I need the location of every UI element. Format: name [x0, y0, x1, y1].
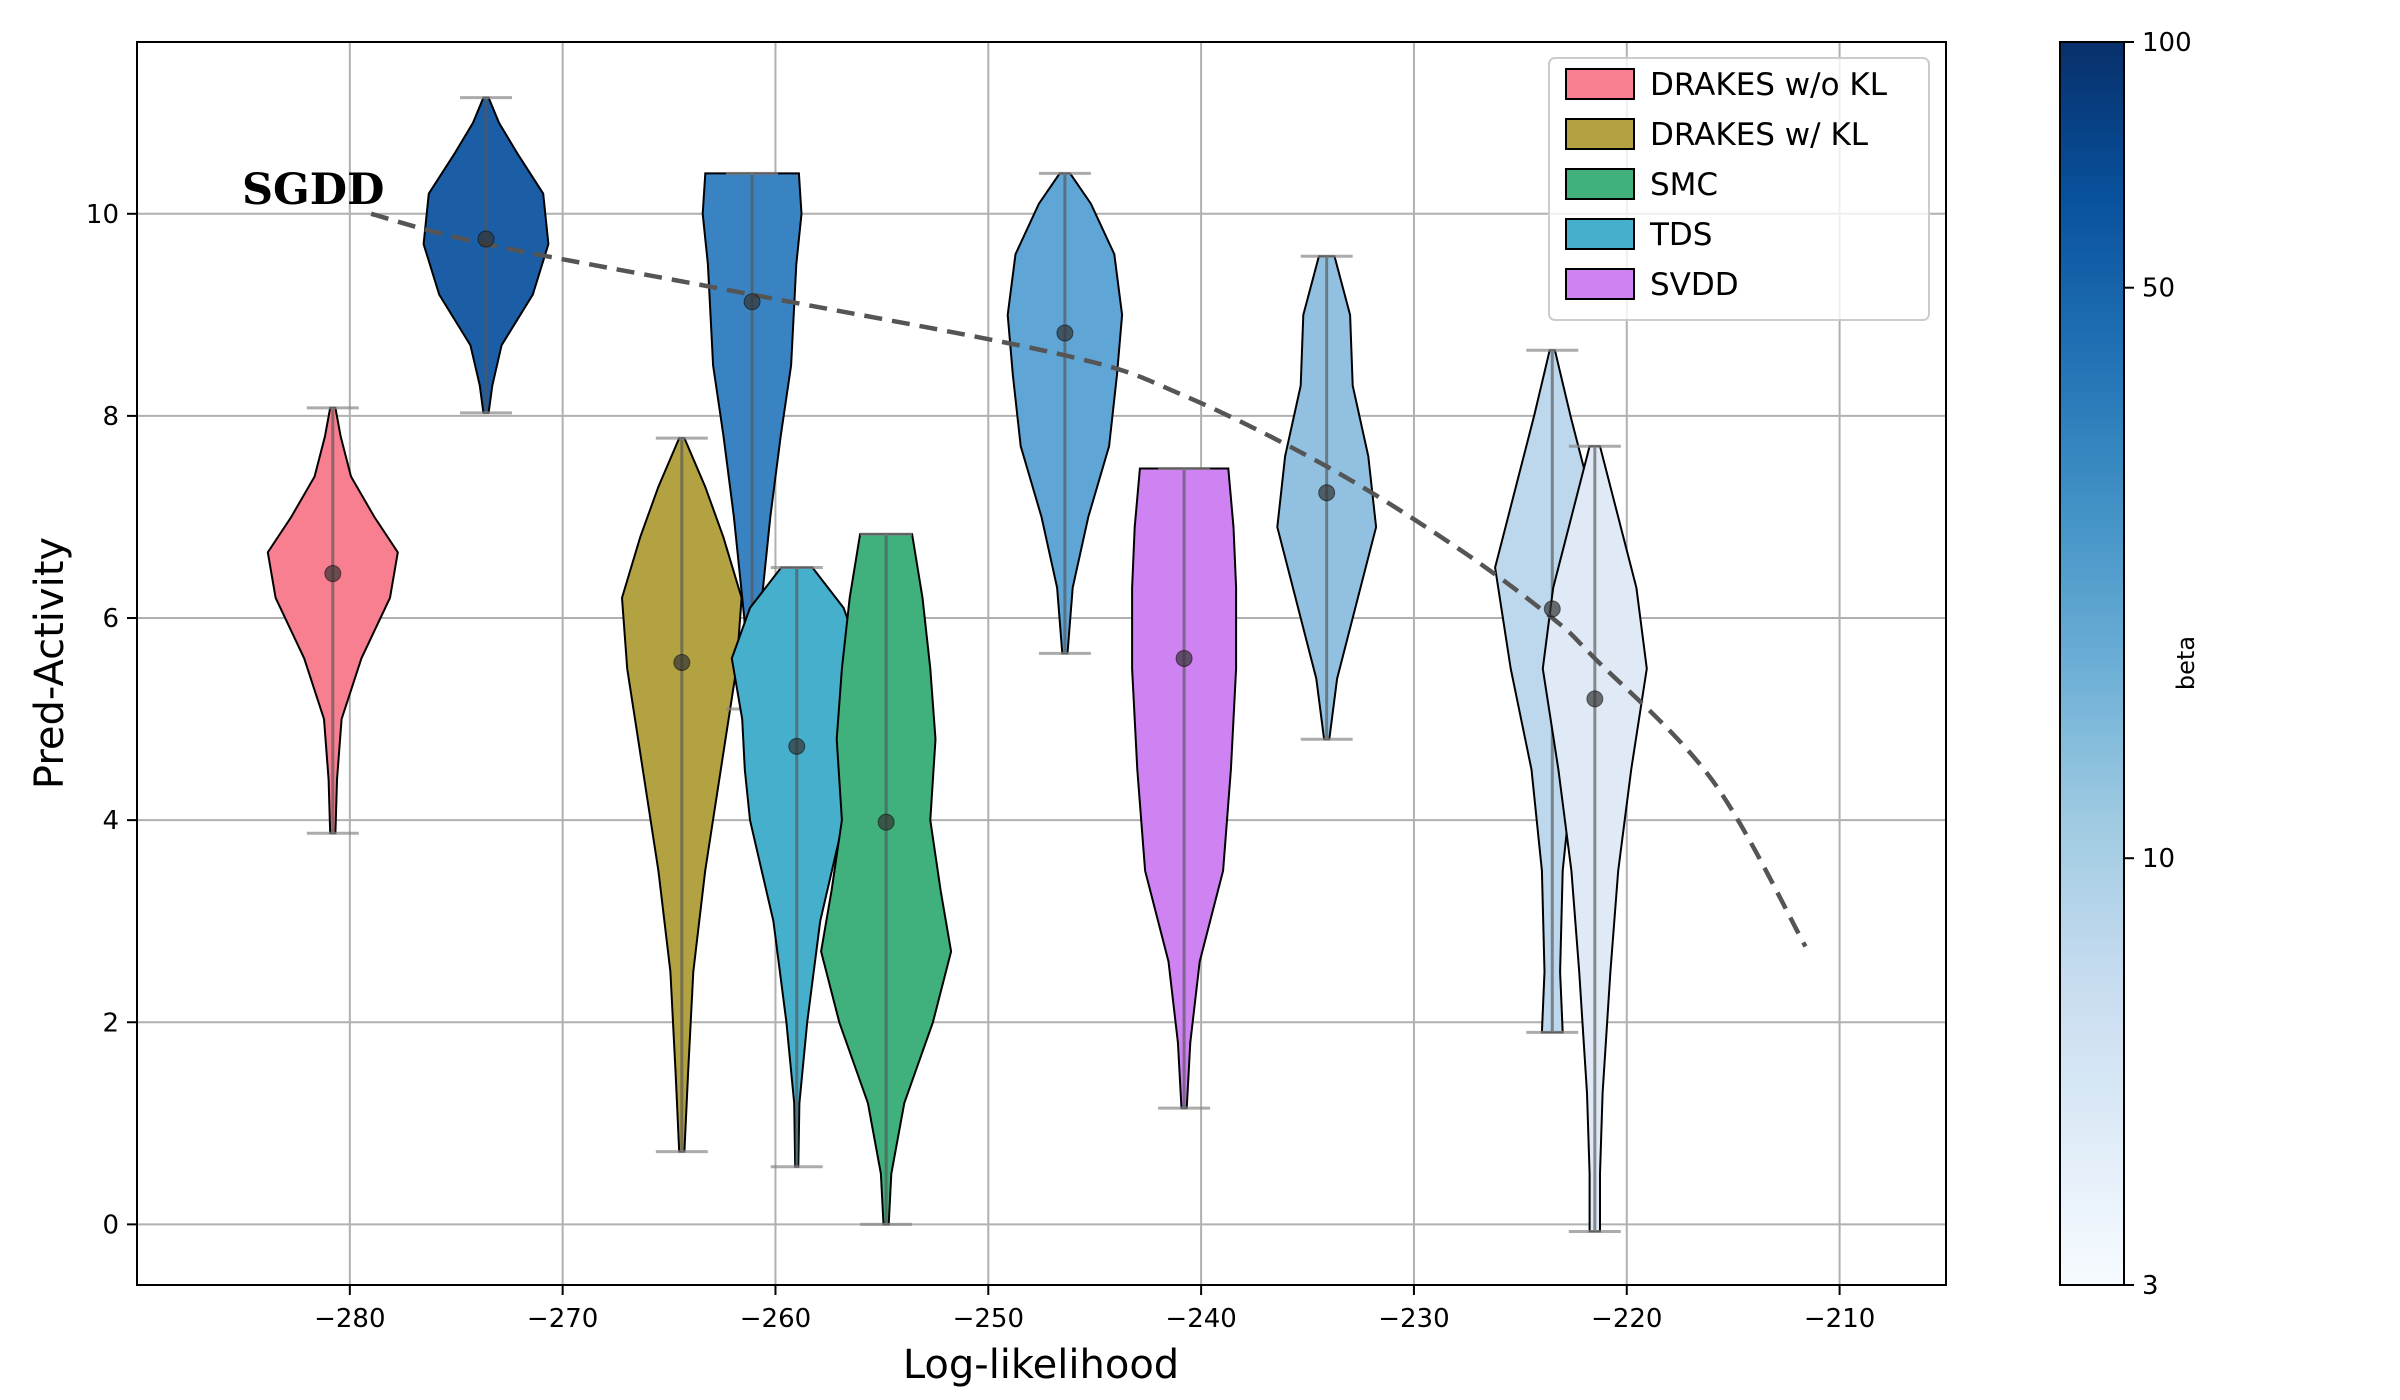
legend-label: DRAKES w/ KL: [1650, 117, 1869, 153]
y-tick-label: 2: [102, 1008, 119, 1038]
colorbar: 3 10 50 100 beta: [2059, 28, 2200, 1301]
legend-box: [1548, 57, 1930, 321]
violin: [1006, 171, 1124, 655]
legend-label: DRAKES w/o KL: [1650, 67, 1888, 103]
violin-mean-marker: [1175, 649, 1193, 667]
violin-mean-marker: [673, 653, 691, 671]
violin-mean-marker: [1056, 324, 1074, 342]
y-tick-label: 8: [102, 402, 119, 432]
y-axis-ticks: 0 2 4 6 8 10: [86, 200, 137, 1240]
colorbar-tick-label: 10: [2142, 844, 2175, 874]
violin: [1541, 444, 1648, 1233]
x-tick-label: −270: [527, 1304, 598, 1334]
legend-label: SMC: [1650, 167, 1718, 203]
x-tick-label: −220: [1591, 1304, 1662, 1334]
plot-frame: [136, 41, 1947, 1286]
x-tick-label: −260: [740, 1304, 811, 1334]
violin: [820, 532, 953, 1226]
violin-mean-marker: [1543, 600, 1561, 618]
colorbar-tick-label: 100: [2142, 28, 2192, 58]
violins: [266, 96, 1648, 1233]
legend-swatch: [1565, 168, 1635, 200]
legend-swatch: [1565, 68, 1635, 100]
sgdd-annotation: SGDD: [242, 165, 384, 215]
legend-entry: DRAKES w/o KL: [1565, 67, 1888, 103]
colorbar-label: beta: [2172, 636, 2200, 690]
legend-label: SVDD: [1650, 267, 1739, 303]
sgdd-trend-line: [370, 211, 1808, 948]
violin: [422, 96, 550, 415]
legend-swatch: [1565, 118, 1635, 150]
y-tick-label: 6: [102, 604, 119, 634]
colorbar-tick-label: 50: [2142, 274, 2175, 304]
violin: [730, 565, 863, 1169]
x-axis-label: Log-likelihood: [903, 1342, 1179, 1388]
x-tick-label: −280: [314, 1304, 385, 1334]
violin-mean-marker: [743, 293, 761, 311]
violin: [1131, 466, 1238, 1110]
legend-swatch: [1565, 218, 1635, 250]
legend-swatch: [1565, 268, 1635, 300]
colorbar-tick-label: 3: [2142, 1271, 2159, 1301]
x-tick-label: −230: [1378, 1304, 1449, 1334]
violin-mean-marker: [788, 737, 806, 755]
legend-label: TDS: [1649, 217, 1712, 253]
legend: DRAKES w/o KL DRAKES w/ KL SMC TDS SVDD: [1548, 57, 1930, 321]
mean-markers: [324, 230, 1604, 831]
violin: [620, 436, 743, 1154]
y-tick-label: 0: [102, 1210, 119, 1240]
legend-entry: DRAKES w/ KL: [1565, 117, 1869, 153]
legend-entry: TDS: [1565, 217, 1712, 253]
y-tick-label: 4: [102, 806, 119, 836]
x-tick-label: −240: [1165, 1304, 1236, 1334]
violin-mean-marker: [877, 813, 895, 831]
violin: [266, 406, 399, 835]
x-tick-label: −210: [1804, 1304, 1875, 1334]
x-axis-ticks: −280 −270 −260 −250 −240 −230 −220 −210: [314, 1285, 1875, 1334]
violin-mean-marker: [1318, 484, 1336, 502]
colorbar-gradient: [2059, 41, 2125, 1286]
y-axis-label: Pred-Activity: [27, 537, 73, 789]
x-tick-label: −250: [953, 1304, 1024, 1334]
y-tick-label: 10: [86, 200, 119, 230]
violin-mean-marker: [324, 565, 342, 583]
violin-mean-marker: [1586, 690, 1604, 708]
violin-mean-marker: [477, 230, 495, 248]
legend-entry: SVDD: [1565, 267, 1739, 303]
legend-entry: SMC: [1565, 167, 1718, 203]
